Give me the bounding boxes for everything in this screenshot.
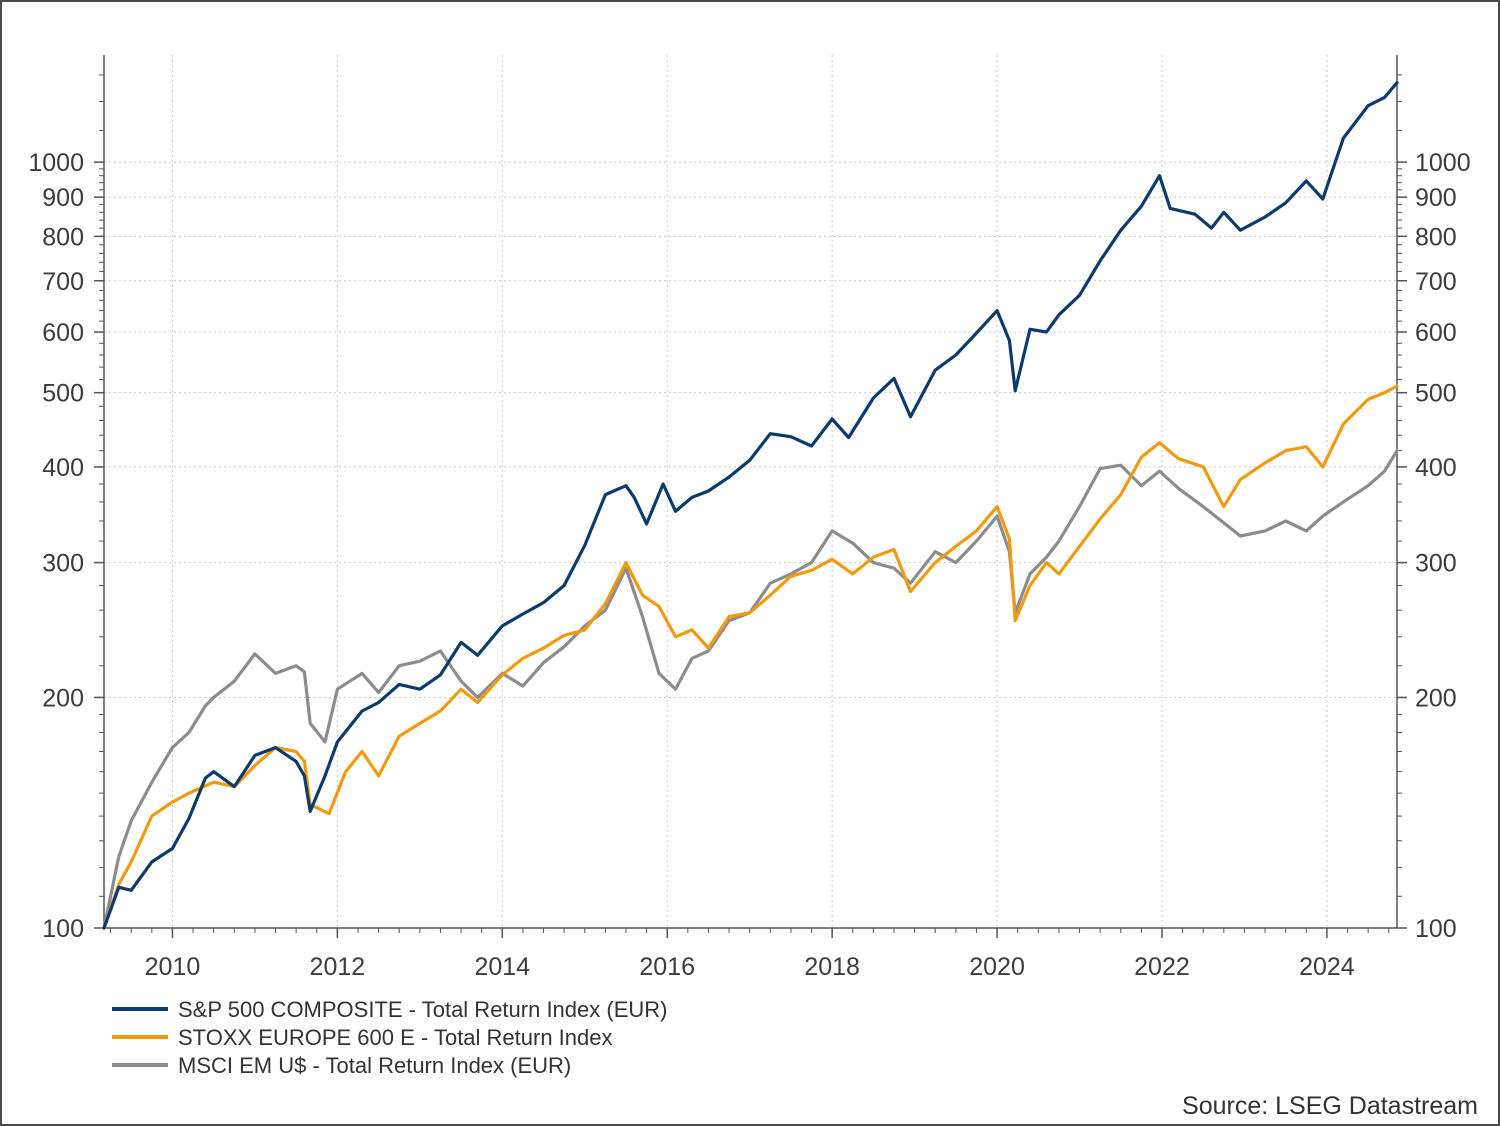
x-tick-label: 2020 [969, 953, 1025, 981]
y-tick-label-left: 600 [42, 319, 84, 347]
y-tick-label-right: 300 [1415, 550, 1457, 578]
series-line-1 [102, 81, 1399, 930]
y-tick-label-right: 100 [1415, 915, 1457, 943]
x-tick-label: 2010 [145, 953, 201, 981]
y-tick-label-left: 100 [42, 915, 84, 943]
y-tick-label-right: 800 [1415, 223, 1457, 251]
series-line-3 [102, 449, 1399, 930]
legend-label: MSCI EM U$ - Total Return Index (EUR) [178, 1053, 571, 1078]
series-lines [102, 81, 1399, 930]
x-tick-label: 2022 [1134, 953, 1190, 981]
y-tick-label-right: 1000 [1415, 149, 1471, 177]
y-tick-label-right: 600 [1415, 319, 1457, 347]
x-tick-label: 2024 [1299, 953, 1355, 981]
y-tick-label-left: 700 [42, 268, 84, 296]
grid [104, 55, 1397, 929]
series-line-2 [102, 384, 1399, 930]
ticks: 100 100 200 200 300 300 400 400 500 500 600 600 700 7… [28, 74, 1471, 981]
y-tick-label-left: 800 [42, 223, 84, 251]
legend-label: S&P 500 COMPOSITE - Total Return Index (… [178, 997, 667, 1022]
axes [103, 55, 1398, 929]
y-tick-label-right: 400 [1415, 454, 1457, 482]
y-tick-label-right: 700 [1415, 268, 1457, 296]
y-tick-label-right: 200 [1415, 684, 1457, 712]
x-tick-label: 2016 [639, 953, 695, 981]
y-tick-label-left: 200 [42, 684, 84, 712]
y-tick-label-left: 900 [42, 184, 84, 212]
y-tick-label-right: 500 [1415, 380, 1457, 408]
y-tick-label-left: 500 [42, 380, 84, 408]
x-tick-label: 2012 [310, 953, 366, 981]
x-tick-label: 2014 [474, 953, 530, 981]
y-tick-label-right: 900 [1415, 184, 1457, 212]
y-tick-label-left: 1000 [28, 149, 84, 177]
legend: S&P 500 COMPOSITE - Total Return Index (… [112, 997, 667, 1078]
y-tick-label-left: 300 [42, 550, 84, 578]
legend-label: STOXX EUROPE 600 E - Total Return Index [178, 1025, 613, 1050]
x-tick-label: 2018 [804, 953, 860, 981]
source-note: Source: LSEG Datastream [1182, 1092, 1478, 1120]
y-tick-label-left: 400 [42, 454, 84, 482]
